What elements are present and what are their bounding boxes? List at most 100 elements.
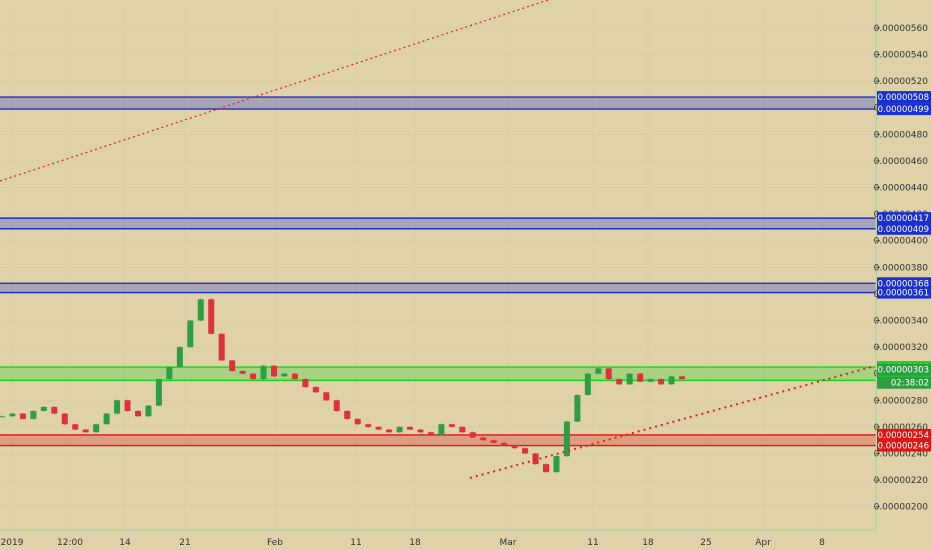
zone-fill xyxy=(0,283,876,293)
candle-body xyxy=(250,373,257,380)
y-tick-label: 0.00000560 xyxy=(874,24,929,34)
zones-layer xyxy=(0,96,876,447)
y-tick-label: 0.00000200 xyxy=(874,503,929,513)
candle-body xyxy=(281,373,288,377)
candle-body xyxy=(584,373,591,395)
y-tick-label: 0.00000320 xyxy=(874,343,929,353)
candle-body xyxy=(605,368,612,380)
x-tick-label: 12:00 xyxy=(57,538,83,548)
zone-fill xyxy=(0,218,876,229)
candle-body xyxy=(616,379,623,385)
candle-body xyxy=(19,413,26,419)
candle-body xyxy=(658,379,665,385)
candle-body xyxy=(511,445,518,449)
last-price-badge xyxy=(877,363,931,376)
candle-body xyxy=(93,424,100,433)
candle-body xyxy=(155,379,162,406)
price-badge xyxy=(877,91,931,104)
price-badges: 0.00000508 0.00000499 0.000004170.00000409… xyxy=(877,91,931,452)
candle-body xyxy=(375,426,382,430)
price-badge-label: 0.00000246 xyxy=(878,442,929,452)
price-badge-label: 0.00000417 xyxy=(878,214,929,224)
trendlines-layer xyxy=(0,0,876,479)
y-tick-label: 0.00000260 xyxy=(874,423,929,433)
candle-body xyxy=(532,453,539,465)
y-tick-label: 0.00000220 xyxy=(874,476,929,486)
y-tick-label: 0.00000280 xyxy=(874,396,929,406)
x-tick-label: 18 xyxy=(642,538,654,548)
y-tick-label: 0.00000380 xyxy=(874,263,929,273)
candle-body xyxy=(9,413,16,417)
candle-body xyxy=(291,373,298,380)
candle-body xyxy=(114,400,121,414)
candle-body xyxy=(344,410,351,419)
candle-body xyxy=(51,406,58,414)
candle-body xyxy=(124,400,131,411)
y-tick-label: 0.00000240 xyxy=(874,450,929,460)
zone-fill xyxy=(0,434,876,446)
candle-body xyxy=(407,426,413,430)
x-tick-label: 11 xyxy=(587,538,598,548)
price-badge xyxy=(877,277,931,290)
y-tick-label: 0.00000460 xyxy=(874,157,929,167)
price-badge-label: 0.00000409 xyxy=(878,225,929,235)
candle-body xyxy=(333,400,340,411)
candle-body xyxy=(448,424,455,427)
candle-body xyxy=(176,347,183,368)
candle-body xyxy=(469,432,476,438)
price-badge xyxy=(877,222,931,235)
candle-body xyxy=(396,426,403,433)
x-tick-label: 8 xyxy=(819,538,825,548)
lower-trendline[interactable] xyxy=(469,365,876,479)
candle-body xyxy=(490,440,497,443)
candle-body xyxy=(302,379,309,388)
x-tick-label: Apr xyxy=(755,538,771,548)
candle-body xyxy=(501,442,508,446)
candle-body xyxy=(103,413,110,425)
candle-body xyxy=(40,406,47,411)
upper-trendline[interactable] xyxy=(0,0,549,182)
candle-body xyxy=(218,333,225,361)
candle-body xyxy=(197,299,204,321)
price-badge-label: 0.00000368 xyxy=(878,279,929,289)
candle-body xyxy=(82,429,89,433)
candle-body xyxy=(312,387,319,393)
x-tick-label: 11 xyxy=(350,538,361,548)
candle-body xyxy=(187,320,194,348)
candle-body xyxy=(459,426,466,433)
candle-body xyxy=(135,410,141,417)
x-tick-label: Mar xyxy=(500,538,517,548)
candle-body xyxy=(417,429,424,433)
candle-body xyxy=(386,429,393,433)
candle-body xyxy=(365,424,372,427)
candle-body xyxy=(166,367,173,380)
grid-lines xyxy=(0,8,876,530)
time-axis-panel[interactable] xyxy=(0,530,932,550)
countdown-label: 02:38:02 xyxy=(891,379,929,389)
candle-body xyxy=(637,373,644,382)
y-tick-label: 0.00000340 xyxy=(874,317,929,327)
price-badge xyxy=(877,428,931,441)
candle-body xyxy=(480,437,487,441)
candle-body xyxy=(647,379,654,382)
candle-body xyxy=(0,416,5,418)
candle-body xyxy=(208,299,215,334)
time-axis-ticks: 2019 12:00 14 21 Feb 11 18 Mar 11 18 25 Apr 8 xyxy=(1,538,826,548)
x-tick-label: 2019 xyxy=(1,538,24,548)
candle-body xyxy=(61,413,68,425)
candle-body xyxy=(354,418,361,425)
candle-body xyxy=(563,421,570,457)
candle-body xyxy=(30,410,37,419)
zone-fill xyxy=(0,367,876,381)
last-price-label: 0.00000303 xyxy=(878,366,929,376)
candle-body xyxy=(239,371,246,374)
candle-body xyxy=(679,376,685,380)
y-tick-label: 0.00000520 xyxy=(874,77,929,87)
price-badge xyxy=(877,212,931,225)
x-tick-label: 14 xyxy=(119,538,131,548)
candle-body xyxy=(553,456,560,473)
candle-body xyxy=(427,432,434,435)
candle-body xyxy=(595,368,602,374)
candle-body xyxy=(260,365,267,380)
